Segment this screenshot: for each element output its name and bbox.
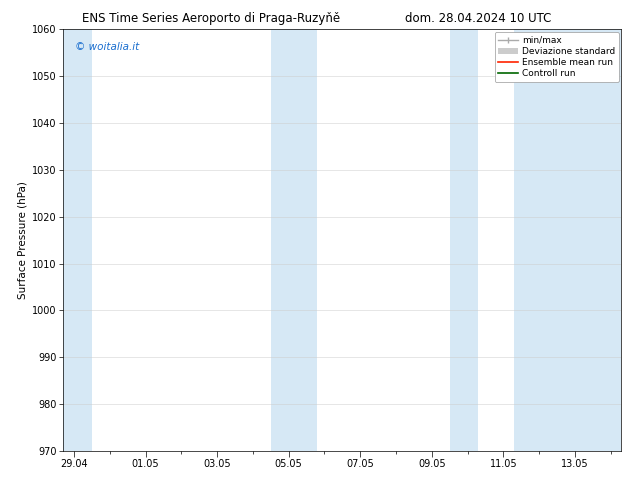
Bar — [63, 29, 92, 451]
Legend: min/max, Deviazione standard, Ensemble mean run, Controll run: min/max, Deviazione standard, Ensemble m… — [495, 32, 619, 82]
Text: dom. 28.04.2024 10 UTC: dom. 28.04.2024 10 UTC — [405, 12, 552, 25]
Bar — [271, 29, 318, 451]
Bar — [514, 29, 621, 451]
Bar — [450, 29, 478, 451]
Text: © woitalia.it: © woitalia.it — [75, 42, 139, 52]
Text: ENS Time Series Aeroporto di Praga-Ruzyňě: ENS Time Series Aeroporto di Praga-Ruzyň… — [82, 12, 340, 25]
Y-axis label: Surface Pressure (hPa): Surface Pressure (hPa) — [18, 181, 28, 299]
